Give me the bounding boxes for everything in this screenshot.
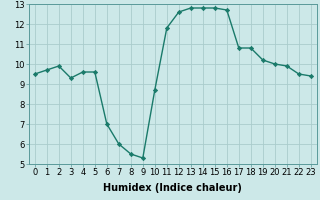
- X-axis label: Humidex (Indice chaleur): Humidex (Indice chaleur): [103, 183, 242, 193]
